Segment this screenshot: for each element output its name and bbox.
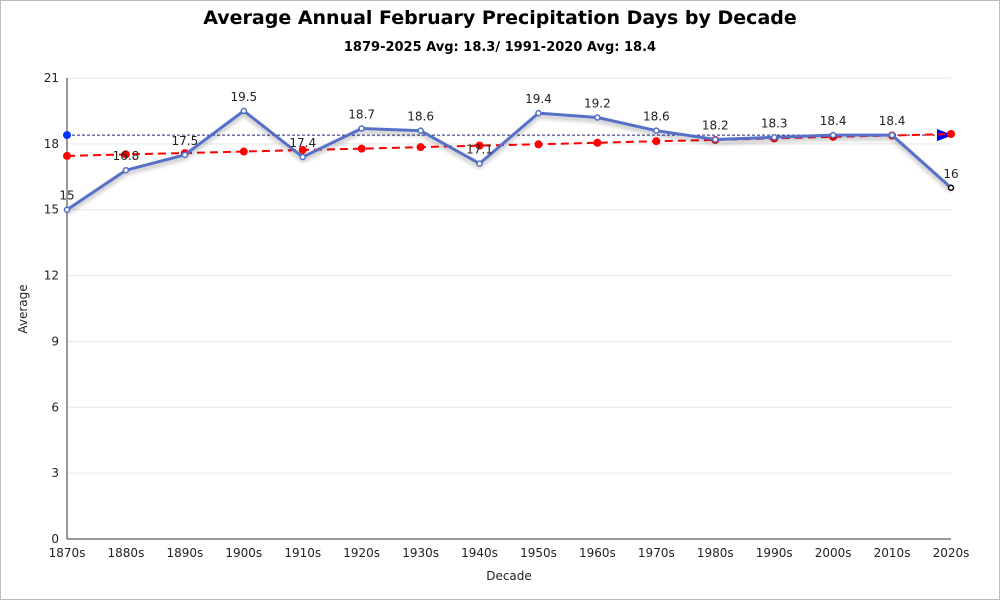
- x-axis-label: Decade: [486, 569, 532, 583]
- y-tick-label: 12: [44, 269, 59, 283]
- series-line: [66, 109, 952, 211]
- data-point: [829, 131, 837, 139]
- data-label: 17.4: [289, 136, 316, 150]
- chart-subtitle: 1879-2025 Avg: 18.3/ 1991-2020 Avg: 18.4: [344, 40, 656, 55]
- data-label: 18.2: [702, 118, 729, 132]
- trend-point: [416, 143, 425, 152]
- data-label: 18.3: [761, 116, 788, 130]
- data-label: 19.4: [525, 92, 552, 106]
- reference-start: [63, 131, 71, 140]
- data-label: 17.1: [466, 143, 493, 157]
- data-label: 16: [943, 167, 958, 181]
- x-tick-label: 1890s: [166, 546, 203, 560]
- trend-point: [239, 147, 248, 156]
- y-tick-label: 3: [51, 466, 59, 480]
- data-point: [417, 127, 424, 134]
- y-tick-label: 21: [44, 71, 59, 85]
- x-tick-label: 1970s: [638, 546, 675, 560]
- data-label: 18.4: [879, 114, 906, 128]
- trend-point: [357, 144, 366, 153]
- trend-point: [121, 150, 130, 159]
- y-tick-label: 15: [44, 203, 59, 217]
- x-tick-label: 1920s: [343, 546, 380, 560]
- data-point: [594, 114, 601, 121]
- data-point: [299, 153, 306, 161]
- data-label: 18.6: [407, 110, 434, 124]
- data-label: 19.5: [230, 90, 257, 104]
- y-tick-label: 9: [51, 334, 59, 348]
- data-point: [122, 166, 130, 174]
- data-label: 17.5: [172, 134, 199, 148]
- data-point: [535, 109, 542, 117]
- trend-point: [652, 137, 661, 146]
- x-tick-label: 1950s: [520, 546, 557, 560]
- data-point: [63, 206, 71, 213]
- x-tick-label: 1900s: [225, 546, 262, 560]
- x-tick-label: 1930s: [402, 546, 439, 560]
- chart-title: Average Annual February Precipitation Da…: [203, 7, 797, 29]
- data-point: [358, 125, 365, 132]
- data-label: 18.6: [643, 110, 670, 124]
- x-tick-label: 2020s: [933, 546, 970, 560]
- trend-point: [298, 146, 307, 155]
- x-tick-label: 2010s: [874, 546, 911, 560]
- data-label: 18.4: [820, 114, 847, 128]
- data-point: [476, 160, 483, 167]
- trend-point: [475, 141, 484, 150]
- data-point: [181, 151, 189, 159]
- x-tick-label: 1990s: [756, 546, 793, 560]
- x-tick-label: 1910s: [284, 546, 321, 560]
- trend-point: [947, 129, 955, 138]
- data-point: [712, 136, 719, 143]
- trend-point: [534, 140, 543, 149]
- x-tick-label: 1880s: [108, 546, 145, 560]
- data-point: [240, 107, 248, 115]
- data-point: [653, 127, 660, 134]
- data-point: [888, 131, 896, 139]
- x-tick-label: 1980s: [697, 546, 734, 560]
- y-tick-label: 0: [51, 532, 59, 546]
- y-axis-label: Average: [16, 284, 30, 333]
- data-label: 16.8: [113, 149, 140, 163]
- data-point: [770, 134, 778, 141]
- data-label: 19.2: [584, 97, 611, 111]
- x-tick-label: 1940s: [461, 546, 498, 560]
- y-tick-label: 18: [44, 137, 59, 151]
- x-tick-label: 1870s: [49, 546, 86, 560]
- trend-point: [593, 138, 602, 147]
- x-tick-label: 2000s: [815, 546, 852, 560]
- y-tick-label: 6: [51, 400, 59, 414]
- data-point: [947, 184, 955, 192]
- data-label: 18.7: [348, 107, 375, 121]
- x-tick-label: 1960s: [579, 546, 616, 560]
- data-label: 15: [59, 189, 74, 203]
- trend-point: [63, 151, 71, 160]
- series-line: [66, 132, 952, 157]
